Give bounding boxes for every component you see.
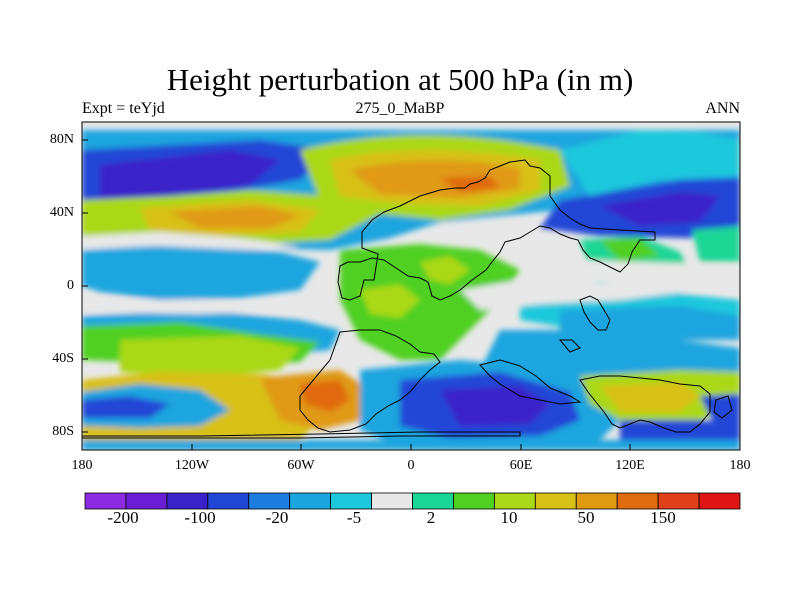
colorbar-swatch (493, 492, 536, 510)
colorbar-label: -5 (346, 508, 362, 527)
x-tick-label: 0 (407, 458, 415, 473)
experiment-label: Expt = teYjd (82, 100, 165, 117)
x-tick-label: 60W (287, 458, 315, 473)
period-label: 275_0_MaBP (355, 100, 445, 117)
y-tick-label: 80S (52, 424, 74, 439)
x-tick-label: 120E (615, 458, 645, 473)
y-tick-label: 0 (67, 278, 74, 293)
colorbar-swatch (412, 492, 454, 510)
colorbar-swatch (575, 492, 618, 510)
colorbar-swatch (289, 492, 332, 510)
colorbar-swatch (125, 492, 168, 510)
colorbar-swatch (453, 492, 495, 510)
colorbar-swatch (84, 492, 127, 510)
x-tick-label: 60E (509, 458, 533, 473)
colorbar-label: 2 (426, 508, 436, 527)
colorbar (84, 492, 741, 510)
colorbar-swatch (616, 492, 659, 510)
coastline-outline (82, 159, 733, 439)
colorbar-swatch (698, 492, 741, 510)
colorbar-label: -200 (107, 508, 139, 527)
x-tick-label: 120W (174, 458, 210, 473)
contour-field (82, 122, 740, 450)
colorbar-swatch (371, 492, 413, 510)
season-label: ANN (705, 100, 740, 117)
x-tick-label: 180 (729, 458, 751, 473)
colorbar-swatch (248, 492, 291, 510)
axis-ticks (81, 139, 741, 450)
colorbar-swatch (207, 492, 250, 510)
colorbar-swatch (534, 492, 577, 510)
colorbar-label: -20 (265, 508, 289, 527)
y-tick-label: 40S (52, 351, 74, 366)
plot-title: Height perturbation at 500 hPa (in m) (166, 62, 634, 97)
colorbar-swatch (330, 492, 372, 510)
colorbar-label: 150 (650, 508, 676, 527)
colorbar-swatch (657, 492, 700, 510)
colorbar-label: 10 (500, 508, 518, 527)
y-tick-label: 80N (49, 132, 74, 147)
y-tick-label: 40N (49, 205, 74, 220)
colorbar-label: -100 (184, 508, 216, 527)
colorbar-label: 50 (577, 508, 595, 527)
colorbar-swatch (166, 492, 209, 510)
x-tick-label: 180 (71, 458, 93, 473)
